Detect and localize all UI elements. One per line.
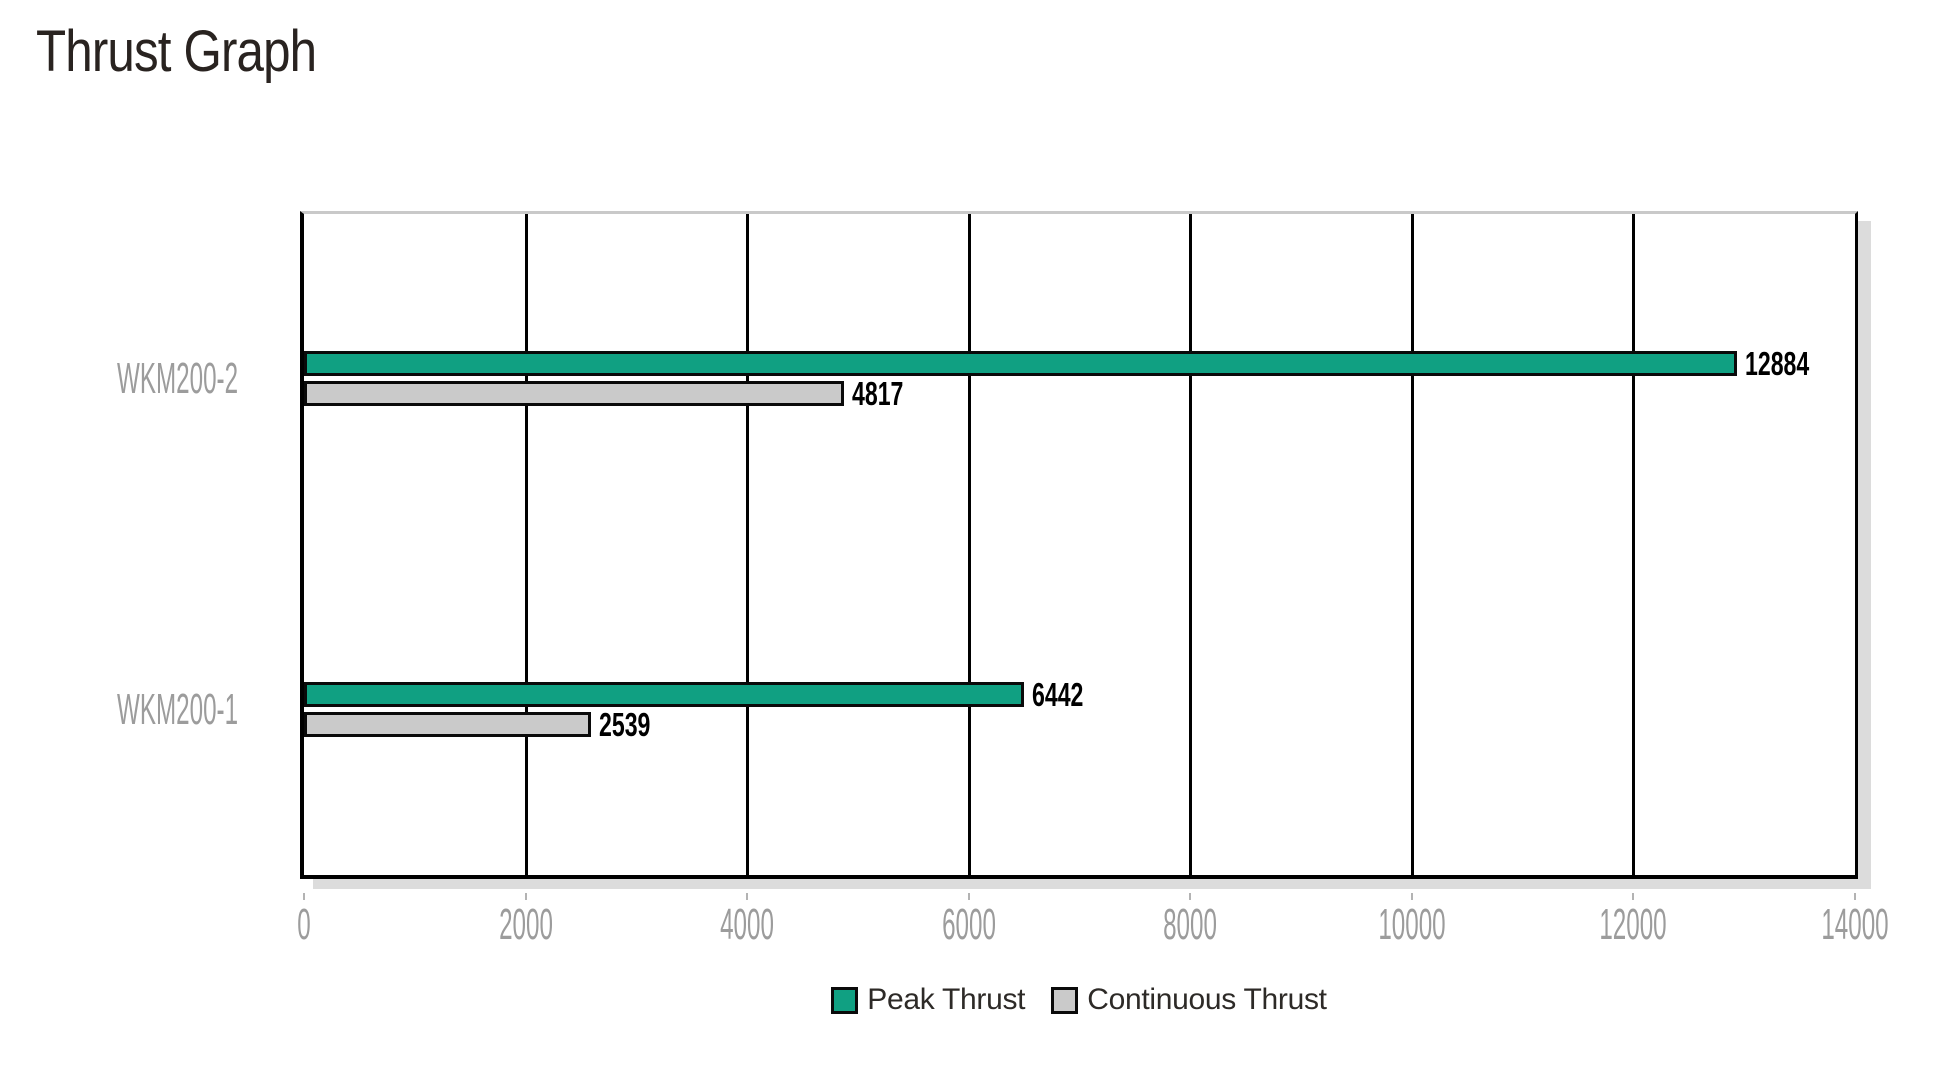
- vertical-gridline: [1410, 214, 1414, 875]
- bar-value-label: 2539: [599, 705, 651, 743]
- x-axis-tick: [1189, 893, 1192, 900]
- legend-label: Continuous Thrust: [1087, 983, 1327, 1016]
- bar-value-label: 6442: [1031, 675, 1084, 713]
- chart-title: Thrust Graph: [36, 19, 317, 84]
- x-axis-tick: [1410, 893, 1413, 900]
- category-label-text: WKM200-1: [117, 684, 239, 734]
- bar-value-label: 12884: [1745, 345, 1810, 383]
- category-label: WKM200-1: [18, 684, 238, 736]
- x-axis-tick: [303, 893, 305, 900]
- bar-peak-thrust: [304, 681, 1024, 707]
- vertical-gridline: [746, 214, 750, 875]
- category-label-text: WKM200-2: [117, 354, 239, 404]
- x-axis-tick-label: 2000: [498, 900, 553, 949]
- x-axis-tick: [524, 893, 527, 900]
- x-axis-tick-label: 4000: [720, 900, 775, 949]
- bar-value-label: 4817: [851, 375, 904, 413]
- legend-swatch-peak-thrust: [831, 986, 859, 1014]
- x-axis-tick: [967, 893, 970, 900]
- bar-continuous-thrust: [304, 711, 592, 737]
- legend-label: Peak Thrust: [867, 983, 1026, 1016]
- x-axis-tick: [746, 893, 749, 900]
- bar-peak-thrust: [304, 351, 1738, 377]
- legend-swatch-continuous-thrust: [1051, 986, 1079, 1014]
- vertical-gridline: [1632, 214, 1636, 875]
- category-label: WKM200-2: [18, 353, 238, 405]
- x-axis-tick: [1854, 893, 1856, 900]
- x-axis-tick: [1632, 893, 1635, 900]
- x-axis-tick-label: 8000: [1163, 900, 1218, 949]
- x-axis-tick-label: 10000: [1378, 900, 1446, 949]
- legend-item: Continuous Thrust: [1051, 983, 1327, 1017]
- vertical-gridline: [1189, 214, 1193, 875]
- x-axis-tick-label: 14000: [1821, 900, 1889, 949]
- x-axis-tick-label: 6000: [941, 900, 996, 949]
- chart-legend: Peak Thrust Continuous Thrust: [300, 975, 1858, 1025]
- x-axis-tick-label: 12000: [1599, 900, 1668, 949]
- x-axis-tick-label: 0: [297, 900, 311, 949]
- bar-continuous-thrust: [304, 381, 844, 407]
- vertical-gridline: [967, 214, 971, 875]
- vertical-gridline: [524, 214, 528, 875]
- legend-item: Peak Thrust: [831, 983, 1026, 1017]
- plot-area: 0 2000 4000 6000 8000 10000 12000 14000 WKM200-2…: [117, 211, 1889, 949]
